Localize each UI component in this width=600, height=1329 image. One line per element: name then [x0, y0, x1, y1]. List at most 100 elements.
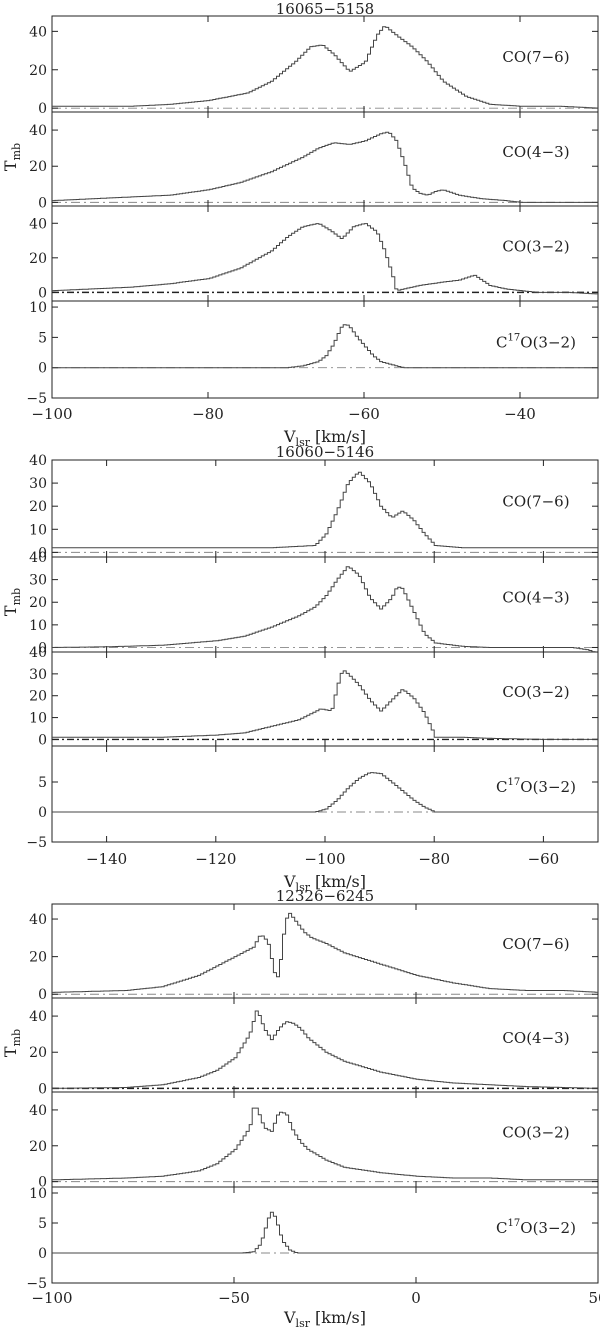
x-tick-label: 50 — [588, 1289, 600, 1307]
y-tick-label: 10 — [29, 522, 47, 538]
y-tick-label: 20 — [29, 950, 47, 966]
y-tick-label: 0 — [38, 1246, 47, 1262]
x-axis-label: Vlsr [km/s] — [283, 872, 366, 894]
y-tick-label: 0 — [38, 285, 47, 301]
spectrum-line — [52, 26, 598, 109]
y-tick-label: 40 — [29, 123, 47, 139]
x-tick-label: −100 — [31, 405, 72, 423]
chart-title: 12326−6245 — [276, 887, 374, 905]
panel-4: −5 0 5 10 C17O(3−2) — [26, 1186, 599, 1292]
y-tick-label: 0 — [38, 195, 47, 211]
x-tick-label: −100 — [304, 850, 345, 868]
panel-frame — [51, 1186, 599, 1284]
y-tick-label: 40 — [29, 1103, 47, 1119]
y-tick-label: 5 — [38, 775, 47, 791]
panel-label: CO(4−3) — [502, 1029, 569, 1047]
y-tick-label: 20 — [29, 595, 47, 611]
spectrum-line — [52, 772, 598, 813]
x-tick-label: −140 — [86, 850, 127, 868]
y-tick-label: 20 — [29, 1045, 47, 1061]
x-tick-label: 0 — [411, 1289, 421, 1307]
y-tick-label: 20 — [29, 251, 47, 267]
panel-label: CO(4−3) — [502, 589, 569, 607]
panel-1: 0 20 40 CO(7−6) — [29, 15, 599, 117]
y-tick-label: 30 — [29, 667, 47, 683]
y-tick-label: 20 — [29, 63, 47, 79]
y-tick-label: −5 — [26, 835, 47, 851]
spectrum-line — [52, 912, 598, 993]
spectrum-line — [52, 223, 598, 295]
panel-3: 0 20 40 CO(3−2) — [29, 205, 599, 302]
y-tick-label: 10 — [29, 711, 47, 727]
panel-label: CO(7−6) — [502, 48, 569, 66]
chart-title: 16065−5158 — [276, 0, 374, 18]
spectrum-line — [52, 131, 598, 203]
x-tick-label: −60 — [348, 405, 380, 423]
x-tick-label: −120 — [195, 850, 236, 868]
spectrum-line — [52, 566, 596, 652]
spectrum-line — [52, 324, 598, 369]
y-tick-label: 0 — [38, 361, 47, 377]
x-tick-label: −60 — [528, 850, 560, 868]
y-axis-label: Tmb — [1, 1029, 23, 1057]
spectrum-line — [52, 1211, 598, 1254]
panel-3: 0 10 20 30 40 CO(3−2) — [29, 645, 599, 748]
y-tick-label: 0 — [38, 640, 47, 656]
x-tick-label: −50 — [218, 1289, 250, 1307]
panel-label: C17O(3−2) — [496, 777, 576, 796]
chart-block-2: 16060−5146 0 10 20 30 40 CO(7−6) 0 10 20 30 40 CO(4−… — [1, 443, 599, 894]
y-tick-label: 20 — [29, 499, 47, 515]
x-tick-label: −40 — [504, 405, 536, 423]
panel-label: CO(3−2) — [502, 238, 569, 256]
y-tick-label: 40 — [29, 453, 47, 469]
y-tick-label: 0 — [38, 1175, 47, 1191]
panel-label: CO(7−6) — [502, 935, 569, 953]
y-tick-label: −5 — [26, 1276, 47, 1292]
y-tick-label: 10 — [29, 1186, 47, 1202]
y-tick-label: 40 — [29, 550, 47, 566]
panel-1: 0 20 40 CO(7−6) — [29, 903, 599, 1003]
chart-title: 16060−5146 — [276, 443, 374, 461]
y-tick-label: 0 — [38, 101, 47, 117]
y-tick-label: 30 — [29, 573, 47, 589]
y-tick-label: 20 — [29, 689, 47, 705]
panel-4: −5 0 5 C17O(3−2) — [26, 745, 599, 851]
y-tick-label: 40 — [29, 912, 47, 928]
x-axis-label: Vlsr [km/s] — [283, 427, 366, 449]
y-tick-label: 10 — [29, 618, 47, 634]
panel-4: −5 0 5 10 C17O(3−2) — [26, 300, 599, 407]
y-tick-label: 0 — [38, 732, 47, 748]
x-tick-label: −80 — [418, 850, 450, 868]
chart-block-3: 12326−6245 0 20 40 CO(7−6) 0 20 40 CO(4−3) 0 20 40 C… — [1, 887, 600, 1329]
y-tick-label: 20 — [29, 159, 47, 175]
panel-label: CO(7−6) — [502, 493, 569, 511]
y-tick-label: 20 — [29, 1139, 47, 1155]
panel-3: 0 20 40 CO(3−2) — [29, 1091, 599, 1191]
x-tick-label: −80 — [192, 405, 224, 423]
panel-label: CO(3−2) — [502, 1124, 569, 1142]
panel-frame — [51, 745, 599, 843]
y-tick-label: 40 — [29, 645, 47, 661]
y-tick-label: 0 — [38, 805, 47, 821]
y-tick-label: 0 — [38, 545, 47, 561]
panel-label: CO(3−2) — [502, 683, 569, 701]
x-tick-label: −100 — [31, 1289, 72, 1307]
y-tick-label: 5 — [38, 1216, 47, 1232]
x-axis-label: Vlsr [km/s] — [283, 1308, 366, 1329]
y-tick-label: 40 — [29, 24, 47, 40]
spectrum-line — [52, 670, 598, 740]
y-tick-label: 40 — [29, 1009, 47, 1025]
y-axis-label: Tmb — [1, 143, 23, 171]
panel-1: 0 10 20 30 40 CO(7−6) — [29, 453, 599, 561]
panel-2: 0 20 40 CO(4−3) — [29, 997, 599, 1097]
y-tick-label: −5 — [26, 391, 47, 407]
panel-2: 0 20 40 CO(4−3) — [29, 111, 599, 211]
y-tick-label: 5 — [38, 330, 47, 346]
y-tick-label: 30 — [29, 476, 47, 492]
y-tick-label: 10 — [29, 300, 47, 316]
spectrum-line — [52, 471, 598, 549]
y-tick-label: 0 — [38, 987, 47, 1003]
y-axis-label: Tmb — [1, 588, 23, 616]
panel-label: C17O(3−2) — [496, 333, 576, 352]
